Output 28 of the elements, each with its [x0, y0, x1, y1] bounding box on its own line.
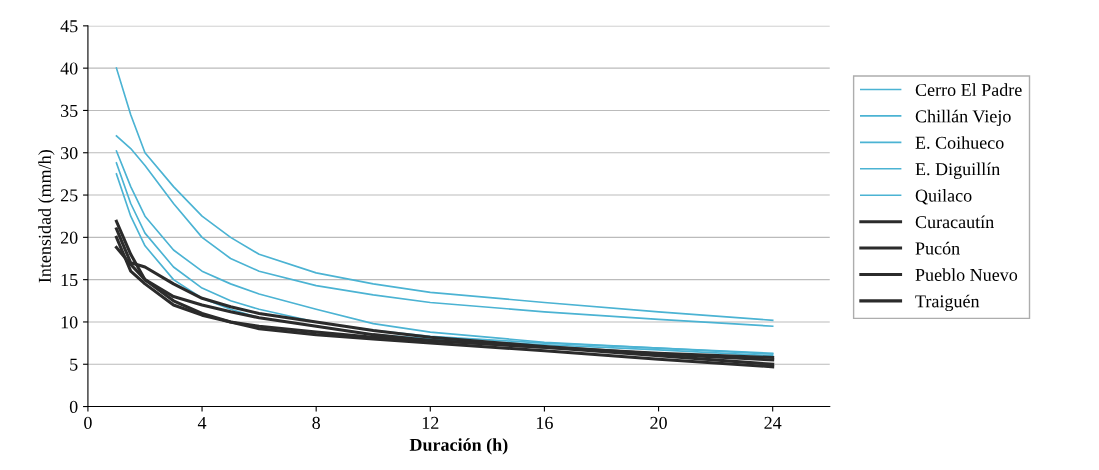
legend-label: Pueblo Nuevo	[915, 268, 1018, 281]
y-tick-label: 20	[60, 231, 78, 244]
y-tick-label: 5	[70, 358, 78, 371]
x-tick-label: 24	[764, 416, 782, 429]
legend-label: Curacautín	[915, 215, 994, 229]
legend-label: E. Diguillín	[915, 162, 1000, 179]
x-axis-title: Duración (h)	[409, 438, 508, 455]
legend-label: E. Coihueco	[915, 136, 1004, 149]
y-tick-label: 30	[61, 147, 78, 160]
x-tick-label: 16	[536, 416, 553, 429]
legend-label: Chillán Viejo	[915, 109, 1011, 127]
legend-label: Traiguén	[915, 294, 980, 312]
x-tick-label: 0	[84, 416, 92, 429]
y-tick-label: 0	[69, 400, 78, 413]
y-tick-label: 45	[60, 20, 78, 33]
y-tick-label: 10	[61, 316, 78, 329]
x-tick-label: 4	[197, 416, 207, 429]
legend-label: Pucón	[915, 241, 960, 255]
y-tick-label: 40	[60, 62, 78, 75]
legend-label: Quilaco	[915, 189, 972, 205]
x-tick-label: 12	[422, 416, 439, 429]
legend-label: Cerro El Padre	[915, 83, 1022, 97]
x-tick-label: 20	[650, 416, 667, 429]
x-tick-label: 8	[312, 416, 320, 429]
y-tick-label: 15	[61, 273, 78, 287]
y-tick-label: 35	[61, 104, 78, 117]
y-tick-label: 25	[60, 189, 78, 202]
y-axis-title: Intensidad (mm/h)	[38, 150, 55, 283]
